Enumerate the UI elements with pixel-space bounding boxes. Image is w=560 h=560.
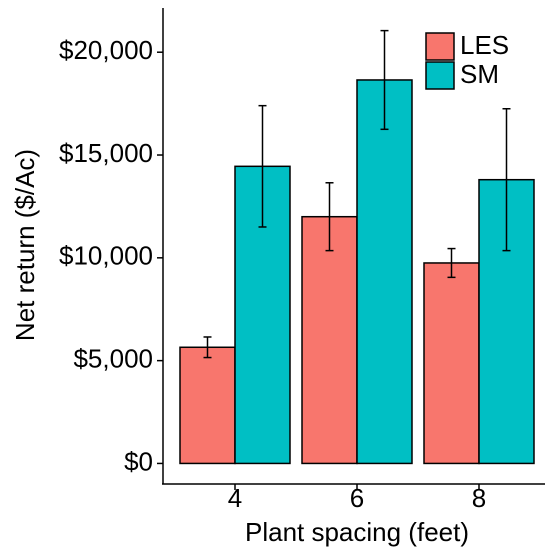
y-tick-label: $15,000 <box>59 138 153 168</box>
x-tick-label: 8 <box>472 483 486 513</box>
error-bar <box>258 104 267 228</box>
bar <box>179 346 236 465</box>
legend-label: SM <box>460 59 499 89</box>
legend-label: LES <box>460 30 509 60</box>
bar <box>356 79 413 465</box>
y-axis-title: Net return ($/Ac) <box>10 149 40 341</box>
legend-swatch <box>425 32 455 61</box>
error-bar <box>447 247 456 279</box>
y-tick-label: $5,000 <box>73 344 153 374</box>
y-tick-label: $20,000 <box>59 35 153 65</box>
bar <box>423 262 480 465</box>
y-tick-label: $10,000 <box>59 241 153 271</box>
error-bar <box>502 108 511 252</box>
y-tick-label: $0 <box>124 446 153 476</box>
x-axis-title: Plant spacing (feet) <box>245 517 469 547</box>
x-tick-label: 4 <box>228 483 242 513</box>
error-bar <box>203 336 212 359</box>
x-tick-label: 6 <box>350 483 364 513</box>
bar <box>301 215 358 465</box>
error-bar <box>380 29 389 131</box>
legend-swatch <box>425 61 455 90</box>
error-bar <box>325 182 334 252</box>
